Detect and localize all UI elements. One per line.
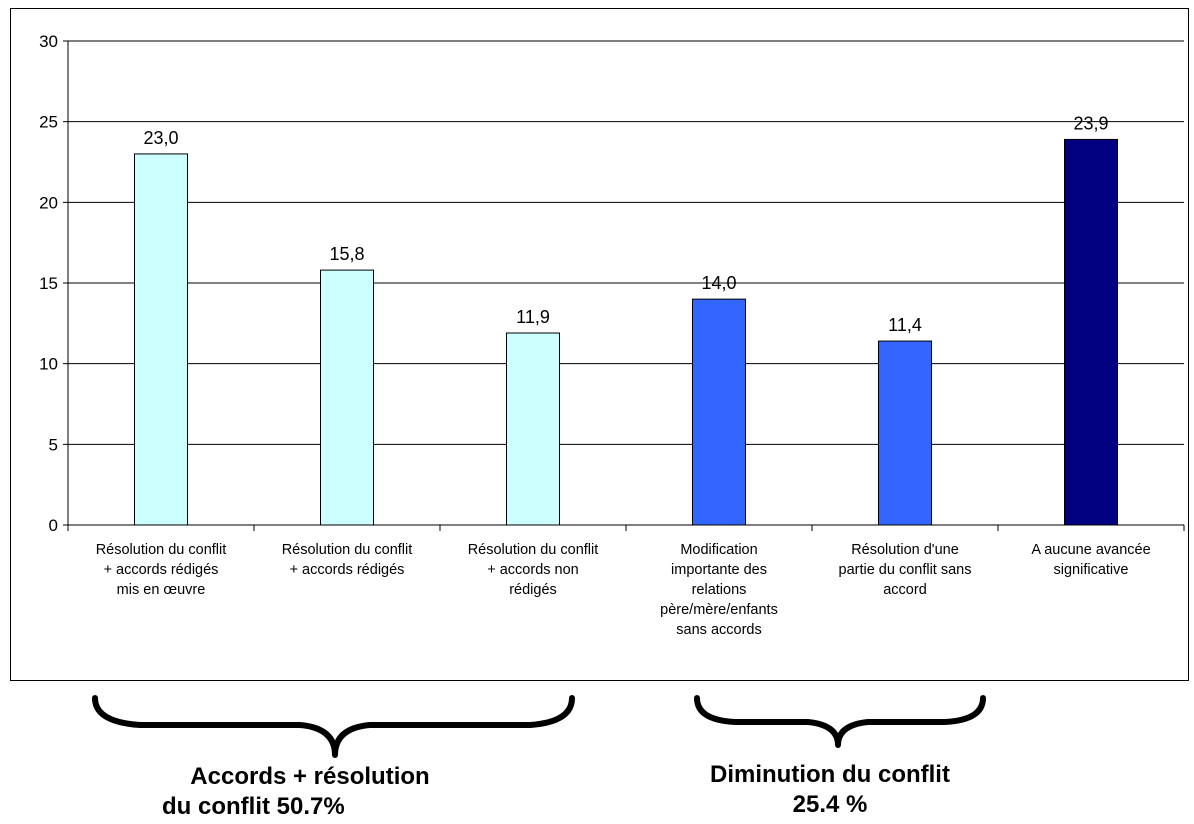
category-label-line: + accords rédigés [290,562,405,578]
brace-accords [92,695,575,758]
group-label-diminution: Diminution du conflit 25.4 % [660,760,1000,820]
bar [692,298,746,526]
y-tick-label: 0 [49,516,58,535]
category-label-line: accord [883,582,927,598]
category-label-line: Résolution du conflit [96,542,227,558]
bar [1064,138,1118,526]
category-label: Résolution du conflit + accords rédigés mi… [96,542,227,598]
brace-diminution [694,695,986,748]
bar [506,332,560,526]
y-tick-label: 15 [39,274,58,293]
category-label-line: mis en œuvre [117,582,206,598]
y-tick-label: 20 [39,193,58,212]
category-label: A aucune avancée significative [1031,542,1150,578]
category-label-line: Résolution du conflit [468,542,599,558]
category-label-line: importante des [671,562,767,578]
y-tick-label: 5 [49,435,58,454]
category-label-line: relations [692,582,747,598]
category-label-line: partie du conflit sans [839,562,972,578]
bar [878,340,932,526]
group-label-accords: Accords + résolution du conflit 50.7% [140,762,480,822]
bar [134,153,188,526]
category-label-line: + accords non [487,562,579,578]
category-label-line: Résolution d'une [851,542,959,558]
category-label: Résolution du conflit + accords non rédigé… [468,542,599,598]
bar [320,269,374,526]
category-label: Résolution d'une partie du conflit sans ac… [839,542,972,598]
data-label: 23,0 [143,128,178,148]
data-label: 11,4 [888,315,922,335]
group-label-accords-line1: Accords + résolution [190,763,430,790]
category-label-line: + accords rédigés [104,562,219,578]
category-label-line: significative [1054,562,1129,578]
category-label: Modification importante des relations père/… [660,542,778,638]
group-label-accords-line2: du conflit 50.7% [162,793,345,820]
category-label: Résolution du conflit + accords rédigés [282,542,413,578]
data-label: 15,8 [329,244,364,264]
category-label-line: père/mère/enfants [660,602,778,618]
data-label: 11,9 [516,307,550,327]
data-label: 23,9 [1073,113,1108,133]
y-tick-label: 25 [39,113,58,132]
y-tick-label: 10 [39,355,58,374]
y-tick-label: 30 [39,32,58,51]
group-label-diminution-line1: Diminution du conflit [710,761,950,788]
bar-chart: 0 5 10 15 20 25 30 23,0 Résolution du conflit + a… [39,32,1185,638]
chart-frame: 0 5 10 15 20 25 30 23,0 Résolution du conflit + a… [10,8,1189,681]
category-label-line: A aucune avancée [1031,542,1150,558]
category-label-line: Résolution du conflit [282,542,413,558]
category-label-line: Modification [680,542,757,558]
group-label-diminution-line2: 25.4 % [792,791,868,818]
data-label: 14,0 [701,273,736,293]
category-label-line: rédigés [509,582,557,598]
category-label-line: sans accords [676,622,761,638]
